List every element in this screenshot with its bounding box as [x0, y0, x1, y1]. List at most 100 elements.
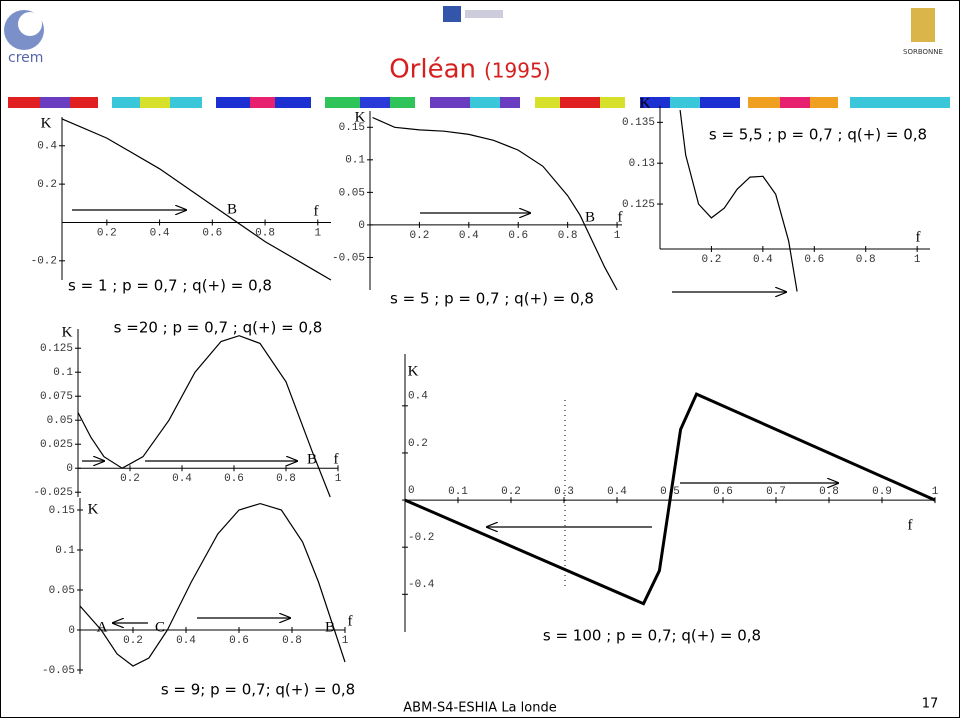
y-tick-label: -0.05	[42, 665, 75, 677]
y-axis-label: K	[408, 363, 419, 379]
y-axis-label: K	[355, 109, 366, 125]
x-tick-label: 1	[335, 473, 342, 485]
y-tick-label: -0.05	[332, 252, 365, 264]
curve	[77, 335, 331, 498]
x-axis-label: f	[916, 229, 921, 245]
x-tick-label: 0.6	[804, 254, 824, 266]
x-tick-label: 0.6	[202, 227, 222, 239]
title: Orléan	[389, 55, 476, 85]
x-tick-label: 0.7	[766, 486, 786, 498]
y-tick-label: 0.2	[408, 438, 428, 450]
x-tick-label: 0.2	[410, 230, 430, 242]
x-tick-label: 0.6	[229, 635, 249, 647]
x-axis-label: f	[618, 209, 623, 225]
x-tick-label: 1	[914, 254, 921, 266]
x-tick-label: 0.2	[97, 227, 117, 239]
footer: ABM-S4-ESHIA La londe	[403, 701, 556, 716]
x-axis-label: f	[908, 517, 913, 533]
annotation: B	[307, 451, 317, 467]
x-tick-label: 0.6	[713, 486, 733, 498]
y-tick-label: 0.15	[339, 122, 365, 134]
logo-text: crem	[8, 50, 43, 66]
x-tick-label: 0.2	[501, 486, 521, 498]
x-tick-label: 0.6	[508, 230, 528, 242]
y-tick-label: 0.4	[408, 391, 428, 403]
y-tick-label: 0.05	[49, 585, 75, 597]
x-tick-label: 1	[614, 230, 621, 242]
y-tick-label: -0.4	[408, 579, 435, 591]
y-tick-label: 0.1	[53, 367, 73, 379]
y-tick-label: 0.125	[40, 343, 73, 355]
x-tick-label: 0.2	[702, 254, 722, 266]
caption: s = 9; p = 0,7; q(+) = 0,8	[161, 681, 355, 699]
y-tick-label: 0	[68, 625, 75, 637]
x-tick-label: 0.2	[123, 635, 143, 647]
x-tick-label: 0.9	[872, 486, 892, 498]
y-tick-label: 0.2	[37, 179, 57, 191]
x-tick-label: 0.3	[554, 486, 574, 498]
title-year: (1995)	[484, 59, 551, 83]
curve	[79, 502, 346, 667]
logo-cnrs	[443, 6, 503, 22]
x-axis-label: f	[314, 203, 319, 219]
caption: s =20 ; p = 0,7 ; q(+) = 0,8	[114, 319, 323, 337]
y-tick-label: -0.025	[33, 487, 73, 499]
page-number: 17	[922, 697, 939, 712]
y-tick-label: 0.075	[40, 391, 73, 403]
x-axis-label: f	[348, 613, 353, 629]
annotation: B	[325, 619, 335, 635]
y-axis-label: K	[41, 115, 52, 131]
caption: s = 5 ; p = 0,7 ; q(+) = 0,8	[390, 290, 594, 308]
caption: s = 5,5 ; p = 0,7 ; q(+) = 0,8	[709, 126, 927, 144]
x-tick-label: 0.4	[150, 227, 170, 239]
y-tick-label: 0	[358, 220, 365, 232]
x-tick-label: 0.8	[856, 254, 876, 266]
x-tick-label: 0.6	[224, 473, 244, 485]
x-tick-label: 0.4	[607, 486, 627, 498]
y-tick-label: 0.125	[622, 199, 655, 211]
y-axis-label: K	[62, 324, 73, 340]
x-axis-label: f	[334, 451, 339, 467]
curve	[372, 116, 618, 291]
x-tick-label: 1	[315, 227, 322, 239]
y-tick-label: -0.2	[31, 256, 57, 268]
x-tick-label: 0.8	[558, 230, 578, 242]
annotation: B	[585, 209, 595, 225]
y-tick-label: 0.1	[345, 155, 365, 167]
x-tick-label: 0.4	[172, 473, 192, 485]
x-tick-label: 0.2	[120, 473, 140, 485]
x-tick-label: 0.8	[819, 486, 839, 498]
logo-text: SORBONNE	[903, 48, 943, 56]
curve	[679, 110, 798, 292]
y-axis-label: K	[640, 95, 651, 111]
logo-right: SORBONNE	[903, 8, 943, 56]
y-tick-label: 0.135	[622, 117, 655, 129]
x-tick-label: 0.8	[255, 227, 275, 239]
y-tick-label: 0.15	[49, 505, 75, 517]
y-tick-label: 0.1	[55, 545, 75, 557]
x-tick-label: 1	[342, 635, 349, 647]
y-axis-label: K	[88, 501, 99, 517]
y-tick-label: 0.4	[37, 141, 57, 153]
y-tick-label: 0.025	[40, 439, 73, 451]
y-tick-label: 0.05	[47, 415, 73, 427]
caption: s = 100 ; p = 0,7; q(+) = 0,8	[543, 627, 761, 645]
caption: s = 1 ; p = 0,7 ; q(+) = 0,8	[68, 277, 272, 295]
x-tick-label: 0.1	[448, 486, 468, 498]
y-tick-label: -0.2	[408, 532, 434, 544]
x-tick-label: 1	[932, 486, 939, 498]
curve	[61, 118, 332, 281]
arrows	[72, 210, 838, 623]
x-tick-label: 0.8	[282, 635, 302, 647]
annotation: B	[227, 201, 237, 217]
annotation: A	[97, 619, 108, 635]
x-tick-label: 0.4	[459, 230, 479, 242]
color-strip	[8, 97, 950, 108]
x-tick-label: 0.4	[176, 635, 196, 647]
y-tick-label: 0	[66, 463, 73, 475]
y-tick-label: 0	[408, 485, 415, 497]
curve	[404, 392, 936, 606]
x-tick-label: 0.4	[753, 254, 773, 266]
